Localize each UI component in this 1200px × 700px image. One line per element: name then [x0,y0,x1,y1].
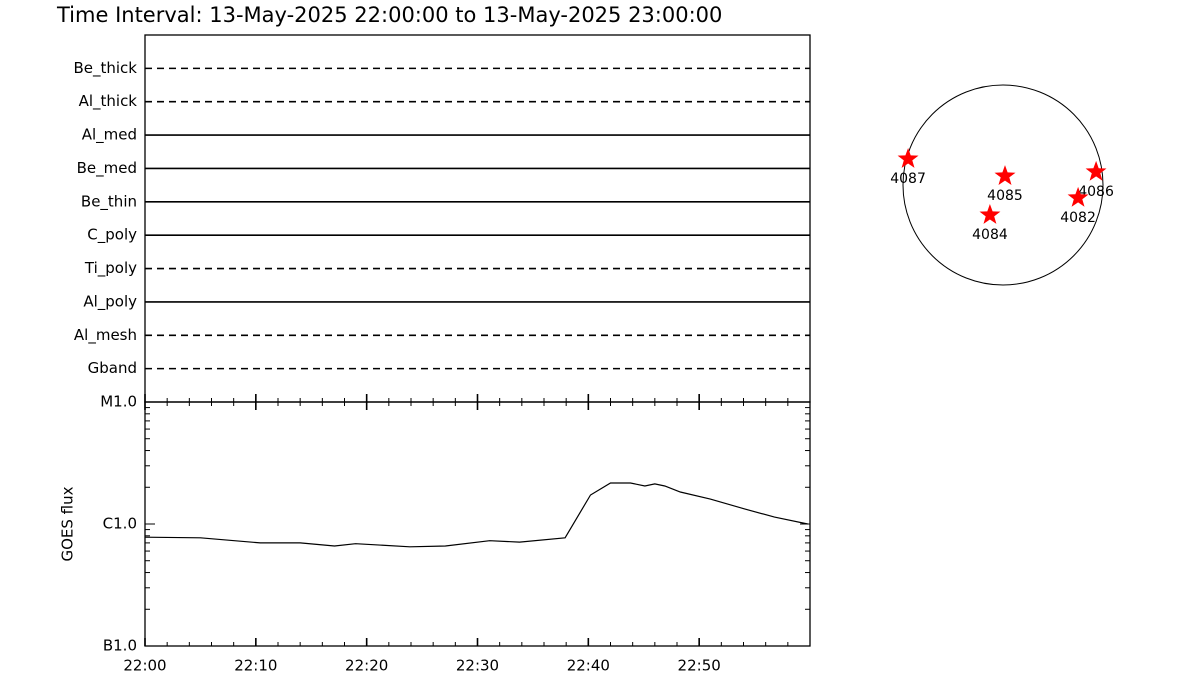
row-label: Be_med [77,159,137,178]
x-tick-label: 22:10 [234,657,277,675]
y-tick-label: M1.0 [100,393,137,411]
row-label: Al_med [82,126,137,145]
goes-frame [144,401,811,647]
region-label: 4085 [987,188,1023,204]
y-axis-label: GOES flux [59,486,77,561]
row-label: C_poly [87,226,137,245]
row-label: Ti_poly [84,259,137,278]
y-tick-label: B1.0 [103,637,137,655]
goes-curve [144,482,808,548]
row-label: Gband [88,359,137,377]
row-label: Be_thin [81,192,137,211]
y-tick-label: C1.0 [103,515,137,533]
timeline-frame [144,34,811,403]
x-tick-label: 22:20 [345,657,388,675]
x-tick-label: 22:40 [567,657,610,675]
title: Time Interval: 13-May-2025 22:00:00 to 1… [56,3,722,27]
row-label: Be_thick [73,59,137,78]
region-star [979,204,1001,224]
row-label: Al_thick [79,92,138,111]
x-tick-label: 22:30 [456,657,499,675]
row-label: Al_poly [83,292,137,311]
region-star [1067,186,1089,207]
region-label: 4087 [890,171,926,187]
region-star [897,148,919,168]
x-tick-label: 22:50 [678,657,721,675]
solar-disk [902,84,1104,286]
region-label: 4084 [972,227,1008,243]
region-label: 4086 [1078,184,1114,200]
region-label: 4082 [1060,210,1096,226]
region-star [1085,160,1107,181]
region-star [994,165,1016,185]
x-tick-label: 22:00 [123,657,166,675]
row-label: Al_mesh [74,326,137,345]
